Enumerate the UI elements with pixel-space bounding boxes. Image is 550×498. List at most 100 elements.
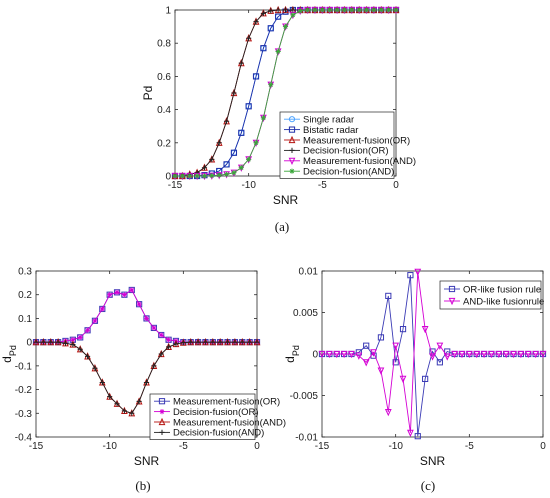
panel-caption: (c): [421, 478, 435, 493]
x-tick-label: -15: [29, 441, 44, 452]
x-axis-label: SNR: [420, 454, 446, 468]
data-point: [268, 8, 274, 14]
data-point: [341, 7, 348, 13]
legend-swatch-marker: [288, 157, 296, 165]
data-point: [129, 410, 135, 416]
data-point: [33, 339, 39, 345]
series-and-like-fusionrule: [318, 268, 547, 438]
data-point: [217, 339, 223, 345]
data-point: [355, 352, 363, 360]
data-point: [363, 342, 370, 349]
data-point: [399, 375, 407, 384]
legend-label: AND-like fusionrule: [463, 296, 544, 307]
data-point: [84, 353, 91, 359]
data-point: [114, 401, 120, 407]
data-point: [524, 350, 532, 359]
data-point: [77, 334, 83, 340]
data-point: [312, 7, 318, 13]
panel-b-dpd-fusion-differences: -15 -10 -5 0 -0.4 -0.3 -0.2 -0.1 0 0.1 0.2 0.3 SNR dP…: [0, 267, 286, 494]
data-point: [232, 339, 238, 345]
data-point: [252, 73, 260, 80]
y-axis-label-subscript: Pd: [8, 345, 18, 356]
y-tick-label: 0.1: [18, 314, 32, 325]
y-tick-label: 0.8: [157, 39, 171, 50]
data-point: [121, 408, 127, 414]
y-tick-label: 0.2: [18, 290, 32, 301]
data-point: [246, 156, 252, 162]
data-point: [210, 339, 216, 345]
data-point: [136, 301, 142, 307]
y-axis-label-main: d: [0, 356, 14, 363]
data-point: [407, 272, 414, 279]
data-point: [173, 341, 179, 347]
legend-label: Measurement-fusion(OR): [303, 135, 410, 146]
data-point: [70, 341, 76, 348]
y-tick-label: 0.005: [293, 308, 318, 319]
data-point: [48, 339, 54, 345]
y-axis-label: dPd: [0, 345, 18, 363]
data-point: [510, 350, 517, 359]
data-point: [371, 7, 377, 13]
legend-swatch-marker: [288, 126, 296, 133]
data-point: [480, 350, 488, 359]
data-point: [179, 173, 185, 179]
data-point: [282, 7, 289, 13]
data-point: [238, 60, 244, 66]
series-line: [322, 271, 543, 433]
data-point: [230, 149, 238, 156]
panel-caption: (b): [135, 478, 150, 493]
x-tick-label: 0: [393, 180, 399, 191]
series-decision-fusion-and-: [33, 339, 260, 416]
data-point: [239, 339, 245, 345]
series-decision-fusion-and-: [172, 7, 399, 179]
data-point: [340, 350, 348, 359]
data-point: [180, 340, 186, 346]
data-point: [40, 339, 46, 345]
legend-swatch-marker: [289, 168, 295, 174]
data-point: [355, 349, 362, 356]
data-point: [362, 359, 370, 367]
data-point: [517, 350, 525, 359]
data-point: [275, 7, 281, 13]
legend-label: Measurement-fusion(OR): [173, 397, 280, 408]
data-point: [245, 103, 252, 110]
data-point: [216, 172, 222, 178]
data-point: [121, 292, 127, 298]
data-point: [333, 350, 341, 359]
x-tick-label: -10: [241, 180, 256, 191]
legend-swatch-marker: [448, 285, 456, 293]
data-point: [188, 339, 194, 345]
data-point: [158, 332, 164, 338]
data-point: [436, 342, 444, 350]
data-point: [421, 326, 429, 334]
y-tick-label: -0.005: [290, 391, 319, 402]
y-tick-label: 1: [165, 6, 171, 17]
panel-caption: (a): [275, 219, 289, 234]
data-point: [443, 353, 451, 361]
data-point: [334, 7, 340, 13]
data-point: [458, 350, 466, 359]
data-point: [172, 173, 178, 179]
x-axis-label: SNR: [273, 193, 299, 207]
data-point: [297, 8, 303, 14]
data-point: [187, 173, 193, 179]
data-point: [238, 165, 244, 171]
data-point: [502, 350, 510, 359]
data-point: [451, 350, 458, 359]
y-axis-label-subscript: Pd: [291, 345, 301, 356]
data-point: [386, 7, 392, 13]
data-point: [275, 13, 282, 20]
data-point: [327, 7, 333, 13]
y-tick-label: 0: [312, 350, 318, 361]
data-point: [231, 90, 237, 96]
y-tick-label: -0.01: [295, 433, 318, 444]
data-point: [92, 318, 98, 324]
x-tick-label: -5: [179, 441, 188, 452]
data-point: [385, 292, 392, 299]
data-point: [223, 118, 230, 124]
data-point: [393, 7, 399, 13]
data-point: [107, 394, 113, 400]
data-point: [392, 342, 400, 350]
